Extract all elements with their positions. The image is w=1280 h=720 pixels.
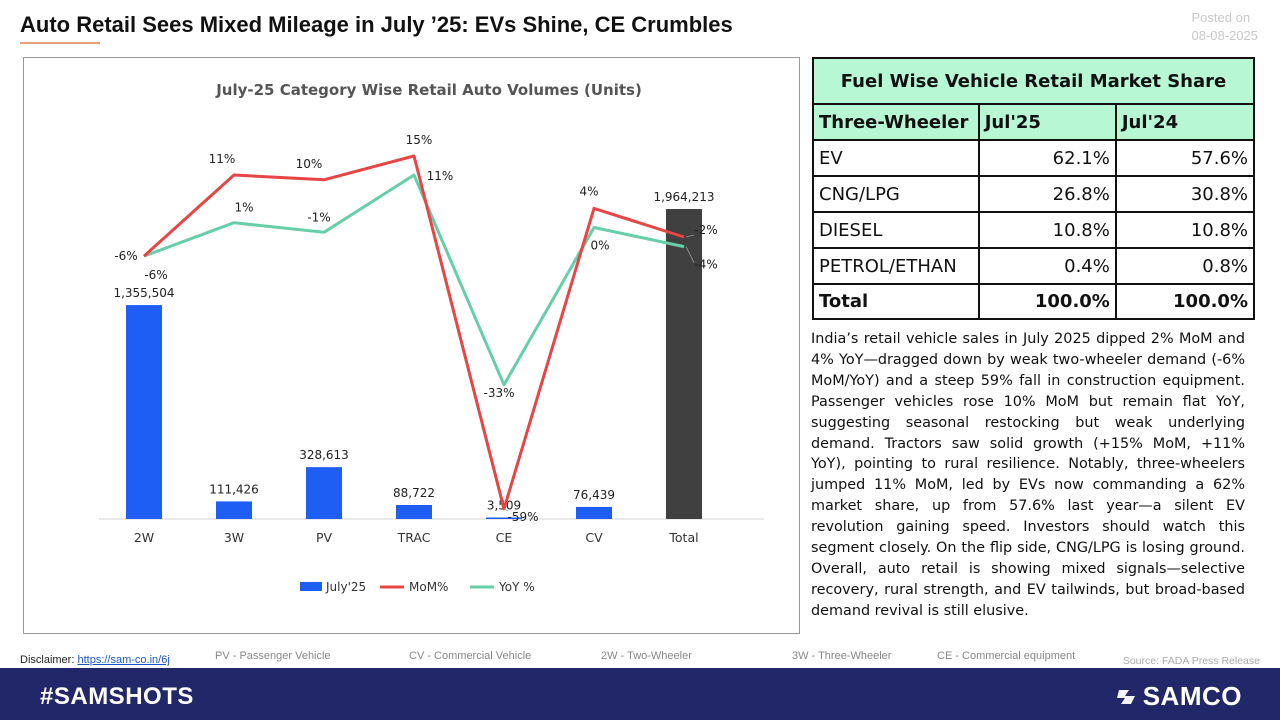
row-value-jul24: 57.6% <box>1114 139 1256 177</box>
x-tick-label: TRAC <box>397 530 431 545</box>
yoy-point-label: -4% <box>694 258 717 272</box>
table-total-row: Total 100.0% 100.0% <box>812 283 1256 320</box>
retail-volume-chart: July-25 Category Wise Retail Auto Volume… <box>99 81 764 594</box>
page-title: Auto Retail Sees Mixed Mileage in July ’… <box>20 12 733 37</box>
mom-point-label: 11% <box>209 152 236 166</box>
x-tick-label: Total <box>668 530 698 545</box>
row-value-jul25: 26.8% <box>977 175 1117 213</box>
bar-value-label: 1,355,504 <box>113 286 174 300</box>
table-row: PETROL/ETHAN 0.4% 0.8% <box>812 247 1256 285</box>
row-label: CNG/LPG <box>812 175 980 213</box>
yoy-point-label: 1% <box>234 201 253 215</box>
table-row: EV 62.1% 57.6% <box>812 139 1256 177</box>
legend-label-mom: MoM% <box>409 580 448 594</box>
yoy-leader-line <box>685 246 695 263</box>
hashtag: #SAMSHOTS <box>40 683 194 710</box>
abbreviation-ce: CE - Commercial equipment <box>937 650 1076 662</box>
x-tick-label: CE <box>496 530 513 545</box>
brand-name: SAMCO <box>1142 681 1242 711</box>
footer-bar: #SAMSHOTS SAMCO <box>0 668 1280 720</box>
yoy-point-label: -1% <box>307 210 330 224</box>
mom-point-label: -2% <box>694 223 717 237</box>
samco-logo-icon <box>1116 689 1135 704</box>
bar-value-label: 1,964,213 <box>653 190 714 204</box>
x-tick-label: 3W <box>224 530 244 545</box>
chart-title: July-25 Category Wise Retail Auto Volume… <box>215 81 642 99</box>
x-tick-label: PV <box>316 530 333 545</box>
yoy-point-label: -33% <box>483 386 514 400</box>
chart-panel: July-25 Category Wise Retail Auto Volume… <box>23 57 800 634</box>
market-share-table-container: Fuel Wise Vehicle Retail Market Share Th… <box>812 57 1256 320</box>
row-value-jul25: 0.4% <box>977 247 1117 285</box>
ce-leader-line <box>503 508 509 512</box>
table-title: Fuel Wise Vehicle Retail Market Share <box>812 57 1255 105</box>
yoy-point-label: -6% <box>144 268 167 282</box>
table-row: DIESEL 10.8% 10.8% <box>812 211 1256 249</box>
mom-point-label: -6% <box>114 249 137 263</box>
bar-pv <box>306 467 342 519</box>
posted-label: Posted on <box>1191 10 1251 25</box>
yoy-point-label: 0% <box>590 239 609 253</box>
table-header-segment: Three-Wheeler <box>812 103 980 141</box>
row-value-jul24: 10.8% <box>1114 211 1256 249</box>
market-share-table: Fuel Wise Vehicle Retail Market Share Th… <box>812 57 1256 320</box>
brand-logo: SAMCO <box>1116 681 1242 712</box>
bar-ce <box>486 517 522 519</box>
bar-value-label: 88,722 <box>393 486 435 500</box>
disclaimer-link[interactable]: https://sam-co.in/6j <box>77 654 170 666</box>
yoy-line <box>143 173 685 387</box>
row-value-jul24: 30.8% <box>1114 175 1256 213</box>
abbreviation-pv: PV - Passenger Vehicle <box>215 650 331 662</box>
bar-trac <box>396 504 432 519</box>
total-value-jul24: 100.0% <box>1114 283 1256 320</box>
table-row: CNG/LPG 26.8% 30.8% <box>812 175 1256 213</box>
row-value-jul25: 62.1% <box>977 139 1117 177</box>
row-value-jul25: 10.8% <box>977 211 1117 249</box>
abbreviation-2w: 2W - Two-Wheeler <box>601 650 692 662</box>
yoy-point-label: 11% <box>427 169 454 183</box>
mom-point-label: -59% <box>507 510 538 524</box>
disclaimer: Disclaimer: https://sam-co.in/6j <box>20 654 170 666</box>
bar-total <box>666 209 702 519</box>
abbreviation-3w: 3W - Three-Wheeler <box>792 650 892 662</box>
legend-label-bar: July'25 <box>325 580 366 594</box>
bar-value-label: 328,613 <box>299 448 349 462</box>
posted-date: 08-08-2025 <box>1191 28 1259 43</box>
x-tick-label: CV <box>585 530 603 545</box>
row-label: EV <box>812 139 980 177</box>
mom-point-label: 15% <box>406 133 433 147</box>
bar-3w <box>216 501 252 519</box>
row-value-jul24: 0.8% <box>1114 247 1256 285</box>
disclaimer-label: Disclaimer: <box>20 654 75 666</box>
bar-value-label: 76,439 <box>573 488 615 502</box>
title-underline <box>20 42 100 44</box>
posted-info: Posted on 08-08-2025 <box>1192 9 1259 45</box>
total-label: Total <box>812 283 980 320</box>
bar-value-label: 111,426 <box>209 482 259 496</box>
x-tick-label: 2W <box>134 530 154 545</box>
mom-leader-line <box>685 234 695 238</box>
legend-label-yoy: YoY % <box>498 580 535 594</box>
mom-point-label: 4% <box>579 184 598 198</box>
total-value-jul25: 100.0% <box>977 283 1117 320</box>
table-header-jul24: Jul'24 <box>1114 103 1256 141</box>
abbreviation-cv: CV - Commercial Vehicle <box>409 650 532 662</box>
mom-line <box>142 154 685 511</box>
row-label: PETROL/ETHAN <box>812 247 980 285</box>
legend-swatch-bar <box>300 582 322 591</box>
source-note: Source: FADA Press Release <box>1122 655 1260 667</box>
bar-cv <box>576 506 612 519</box>
row-label: DIESEL <box>812 211 980 249</box>
bar-2w <box>126 305 162 519</box>
table-header-jul25: Jul'25 <box>977 103 1117 141</box>
commentary-text: India’s retail vehicle sales in July 202… <box>811 331 1245 619</box>
mom-point-label: 10% <box>296 157 323 171</box>
